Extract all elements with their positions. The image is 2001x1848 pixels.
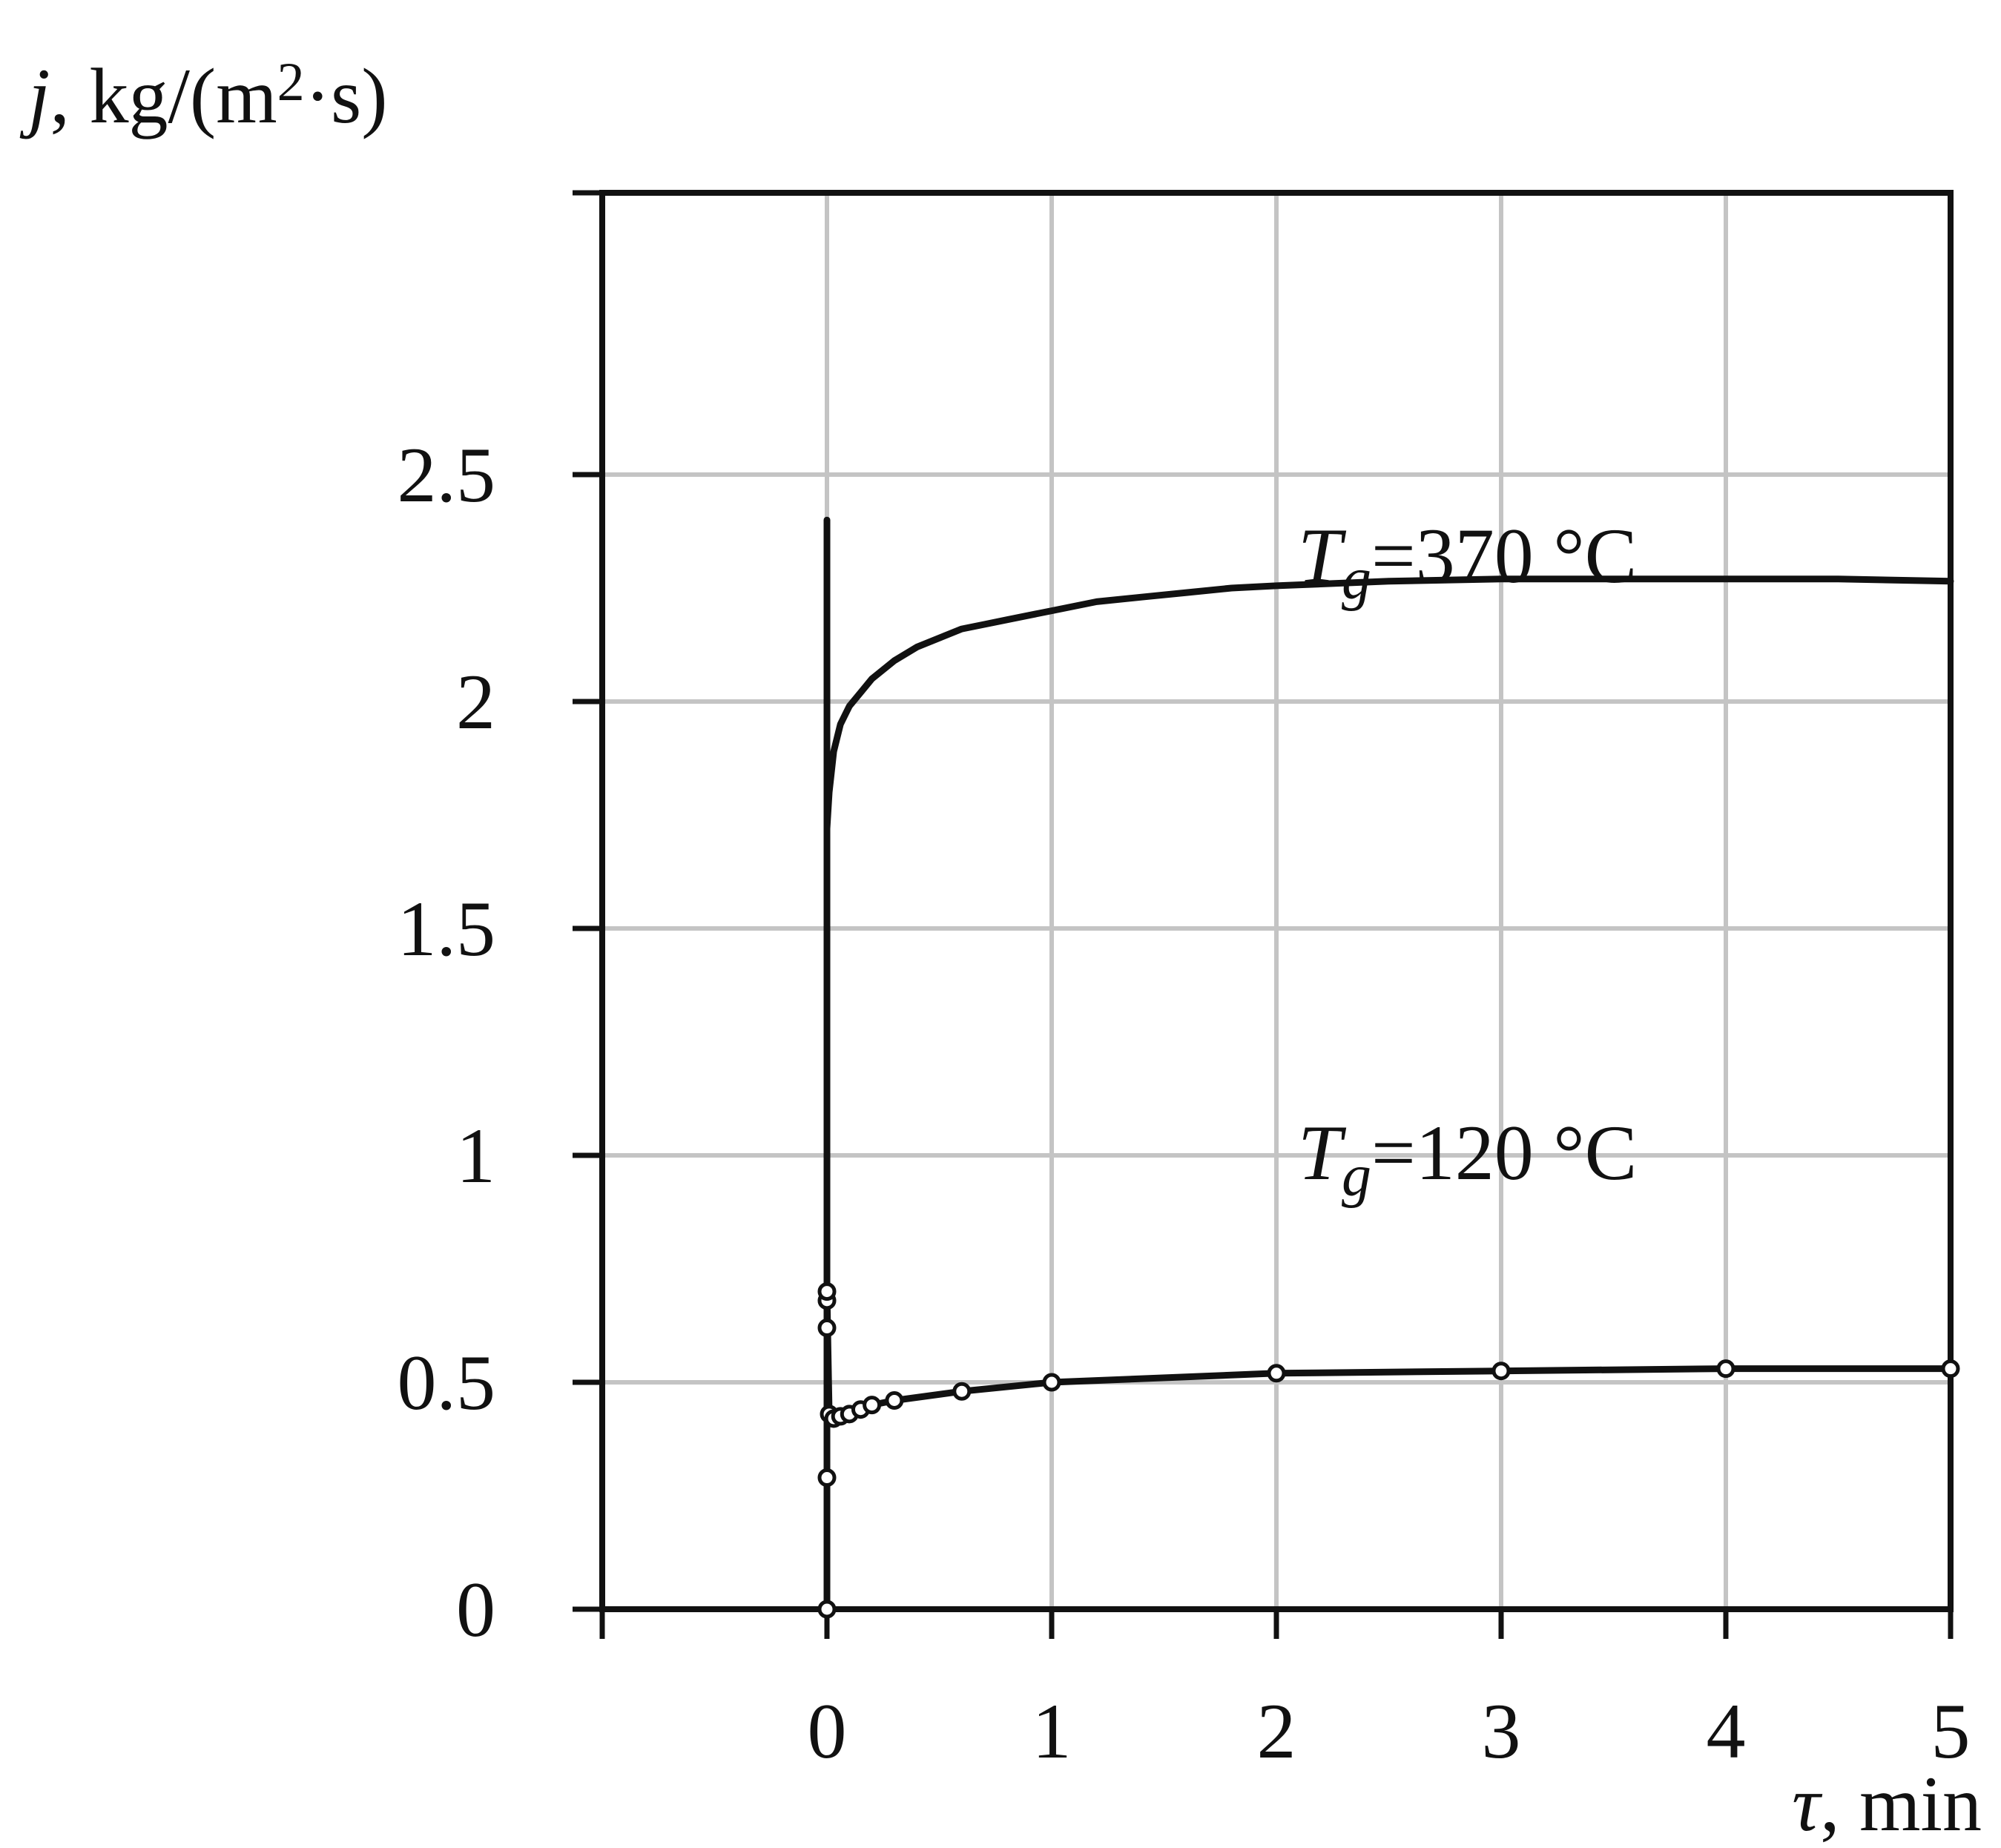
series-point-1	[1941, 1359, 1960, 1379]
series-point-1	[817, 1319, 837, 1338]
y-axis-label-unit: , kg/(m	[50, 53, 277, 139]
x-tick-label: 4	[1707, 1688, 1746, 1775]
y-tick-label: 2.5	[398, 432, 496, 518]
series-point-1	[1716, 1359, 1735, 1379]
x-tick-label: 3	[1482, 1688, 1521, 1775]
x-tick-label: 2	[1257, 1688, 1296, 1775]
x-axis-label-var: τ	[1792, 1760, 1823, 1847]
series-label-370-var: T	[1298, 512, 1347, 599]
series-label-370-value: =370 °C	[1371, 512, 1637, 599]
series-line-1	[823, 1288, 1954, 1613]
y-axis-label-unit-end: ·s)	[305, 53, 388, 139]
series-label-120: Tg=120 °C	[1298, 1109, 1637, 1209]
tick-labels: 0 0.5 1 1.5 2 2.5 0 1 2 3 4 5	[398, 432, 1971, 1775]
y-axis-label: j, kg/(m2·s)	[19, 52, 388, 139]
series-point-1	[952, 1382, 972, 1401]
series-point-1	[1042, 1373, 1061, 1392]
y-tick-label: 0	[456, 1566, 495, 1653]
series-line-0	[823, 516, 1954, 1613]
y-tick-label: 1	[456, 1112, 495, 1199]
series-point-1	[1491, 1362, 1511, 1381]
y-tick-label: 1.5	[398, 885, 496, 972]
y-axis-label-sup: 2	[277, 52, 305, 113]
y-axis-label-var: j	[19, 53, 50, 139]
axis-ticks	[573, 190, 1954, 1639]
series-point-1	[1267, 1364, 1286, 1383]
x-tick-label: 1	[1032, 1688, 1072, 1775]
series-point-1	[817, 1282, 837, 1301]
series-label-120-sub: g	[1342, 1144, 1371, 1209]
series-point-1	[885, 1390, 904, 1410]
series-point-1	[863, 1396, 882, 1415]
x-axis-label: τ, min	[1792, 1760, 1982, 1847]
y-tick-label: 2	[456, 659, 495, 745]
series-point-1	[817, 1468, 837, 1488]
series-point-1	[817, 1600, 837, 1619]
y-tick-label: 0.5	[398, 1339, 496, 1426]
series-label-120-var: T	[1298, 1109, 1347, 1196]
x-tick-label: 0	[808, 1688, 847, 1775]
data-series	[817, 516, 1960, 1619]
x-tick-label: 5	[1931, 1688, 1971, 1775]
grid-lines	[602, 193, 1951, 1609]
series-label-120-value: =120 °C	[1371, 1109, 1637, 1196]
series-label-370-sub: g	[1342, 547, 1371, 612]
x-axis-label-unit: , min	[1820, 1760, 1982, 1847]
series-label-370: Tg=370 °C	[1298, 512, 1637, 612]
